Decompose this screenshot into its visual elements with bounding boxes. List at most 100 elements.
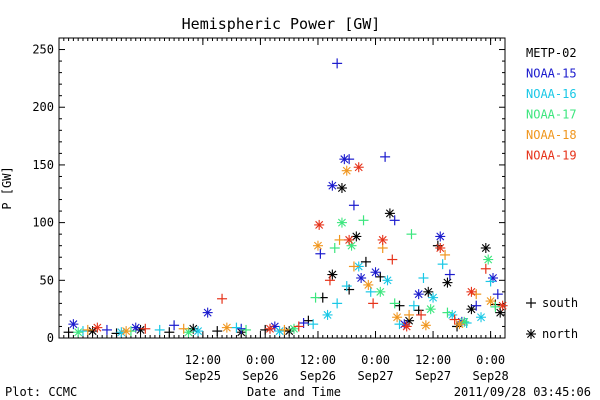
data-point-south: [310, 292, 321, 303]
data-point-south: [164, 327, 175, 338]
x-tick-label-time: 0:00: [476, 353, 505, 367]
data-point-south: [368, 298, 379, 309]
data-point-north: [401, 321, 412, 332]
x-tick-label-date: Sep26: [300, 369, 336, 383]
y-tick-label: 0: [47, 331, 54, 345]
series-noaa-16: [77, 259, 496, 338]
data-point-south: [324, 275, 335, 286]
data-point-north: [384, 208, 395, 219]
data-point-north: [454, 319, 465, 330]
data-point-south: [212, 326, 223, 337]
data-point-south: [236, 323, 247, 334]
data-point-north: [428, 292, 439, 303]
data-point-north: [68, 319, 79, 330]
data-point-north: [344, 234, 355, 245]
x-axis-label: Date and Time: [247, 385, 341, 399]
data-point-north: [483, 254, 494, 265]
data-point-north: [221, 322, 232, 333]
y-tick-label: 200: [32, 100, 54, 114]
legend-item-noaa-17: NOAA-17: [526, 108, 577, 122]
marker-legend-south: [526, 298, 536, 308]
data-point-north: [495, 307, 506, 318]
data-point-south: [418, 273, 429, 283]
x-tick-label-time: 12:00: [185, 353, 221, 367]
data-point-south: [365, 286, 376, 297]
data-point-north: [322, 309, 333, 320]
data-point-north: [314, 219, 325, 230]
data-point-south: [389, 298, 400, 309]
x-tick-label-date: Sep28: [473, 369, 509, 383]
data-point-south: [360, 256, 371, 267]
legend-item-noaa-15: NOAA-15: [526, 67, 577, 81]
marker-legend-north: [526, 329, 536, 339]
x-tick-label-date: Sep27: [357, 369, 393, 383]
data-point-north: [370, 267, 381, 278]
marker-legend-label-north: north: [542, 327, 578, 341]
footer-left: Plot: CCMC: [5, 385, 77, 399]
data-point-north: [375, 286, 386, 297]
data-point-north: [413, 289, 424, 300]
data-point-south: [416, 309, 427, 320]
data-point-north: [420, 320, 431, 331]
data-point-north: [116, 327, 127, 338]
data-point-south: [293, 321, 304, 332]
data-point-south: [279, 324, 290, 335]
data-point-north: [476, 312, 487, 323]
data-point-north: [341, 165, 352, 176]
data-point-north: [435, 231, 446, 242]
plot-area: 0 50 100 150 200 250 12:00 Sep25 0:00 Sep26 12:00 S…: [32, 37, 578, 383]
data-point-north: [274, 326, 285, 337]
footer-right: 2011/09/28 03:45:06: [454, 385, 591, 399]
data-point-north: [183, 327, 194, 338]
data-point-south: [406, 229, 417, 240]
x-tick-label-time: 0:00: [246, 353, 275, 367]
data-point-south: [449, 314, 460, 325]
data-point-north: [121, 326, 132, 337]
series-noaa-18: [82, 165, 496, 337]
data-point-south: [231, 322, 242, 333]
data-point-south: [241, 324, 252, 335]
data-point-north: [327, 269, 338, 280]
data-point-south: [404, 309, 415, 320]
data-point-north: [193, 326, 204, 337]
data-point-south: [358, 215, 369, 226]
data-point-south: [408, 300, 419, 311]
data-point-north: [497, 300, 508, 311]
data-point-south: [380, 151, 391, 162]
data-point-south: [344, 154, 355, 165]
data-point-north: [312, 240, 323, 251]
data-point-south: [308, 319, 319, 330]
legend-item-noaa-19: NOAA-19: [526, 149, 577, 163]
data-point-north: [442, 277, 453, 288]
data-point-north: [288, 323, 299, 334]
data-point-south: [329, 243, 340, 253]
y-tick-label: 150: [32, 158, 54, 172]
data-point-south: [485, 276, 496, 287]
data-point-south: [394, 319, 405, 330]
x-tick-label-time: 0:00: [361, 353, 390, 367]
data-point-south: [389, 215, 400, 226]
data-point-south: [471, 300, 482, 311]
data-point-south: [490, 301, 501, 312]
x-tick-label-date: Sep25: [185, 369, 221, 383]
data-point-south: [101, 324, 112, 335]
x-tick-label-date: Sep27: [415, 369, 451, 383]
x-tick-label-time: 12:00: [300, 353, 336, 367]
data-point-north: [466, 286, 477, 297]
data-point-north: [202, 307, 213, 318]
data-point-north: [87, 326, 98, 337]
data-point-south: [334, 234, 345, 245]
data-point-south: [82, 324, 93, 335]
x-tick-label-date: Sep26: [242, 369, 278, 383]
data-point-north: [73, 327, 84, 338]
data-point-north: [392, 312, 403, 323]
y-tick-label: 250: [32, 43, 54, 57]
data-point-north: [336, 183, 347, 193]
marker-legend-label-south: south: [542, 296, 578, 310]
data-point-north: [423, 286, 434, 297]
data-point-south: [315, 248, 326, 259]
data-point-south: [437, 259, 448, 270]
data-point-north: [480, 243, 491, 253]
y-tick-label: 50: [40, 273, 54, 287]
